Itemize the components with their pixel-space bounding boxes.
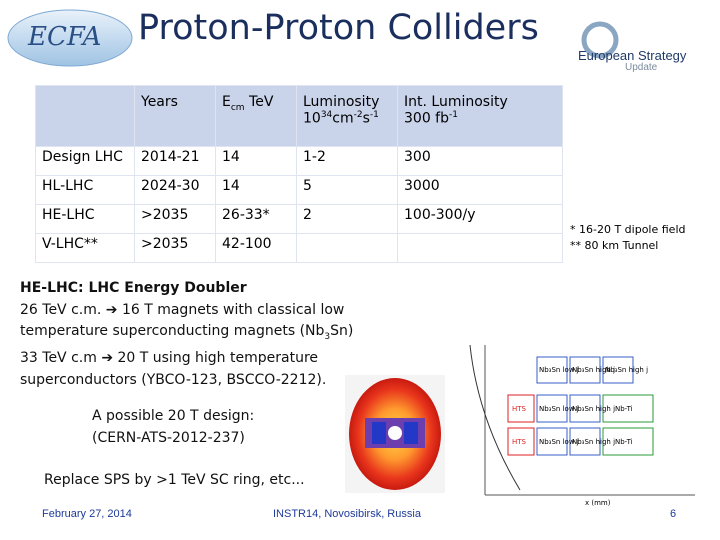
- design: A possible 20 T design: (CERN-ATS-2012-2…: [92, 406, 254, 449]
- text: temperature superconducting magnets (Nb: [20, 323, 325, 339]
- header-sup: -1: [449, 110, 458, 120]
- note: * 16-20 T dipole field: [570, 223, 686, 236]
- cell: HE-LHC: [35, 204, 135, 234]
- cell: 3000: [397, 175, 563, 205]
- header-text: Luminosity: [303, 94, 380, 110]
- cell: 14: [215, 146, 297, 176]
- cell: 26-33*: [215, 204, 297, 234]
- cell: V-LHC**: [35, 233, 135, 263]
- plot-image: Nb₃Sn low j Nb₃Sn high j Nb₃Sn high j HT…: [455, 338, 700, 508]
- notes: * 16-20 T dipole field ** 80 km Tunnel: [570, 222, 685, 254]
- header-cell: Luminosity 1034cm-2s-1: [296, 85, 398, 147]
- header-cell: Ecm TeV: [215, 85, 297, 147]
- replace: Replace SPS by >1 TeV SC ring, etc...: [44, 472, 305, 488]
- page-number: 6: [670, 508, 677, 520]
- cell: 100-300/y: [397, 204, 563, 234]
- body: HE-LHC: LHC Energy Doubler 26 TeV c.m. ➔…: [20, 278, 353, 391]
- es-logo: [581, 21, 619, 59]
- note: ** 80 km Tunnel: [570, 239, 659, 252]
- plot-label: Nb₃Sn high j: [572, 438, 615, 446]
- header-sup: 34: [320, 110, 333, 120]
- cell: 5: [296, 175, 398, 205]
- header-text: TeV: [244, 94, 274, 110]
- body-heading: HE-LHC: LHC Energy Doubler: [20, 280, 247, 296]
- right-logo: European Strategy: [578, 48, 687, 63]
- design-line: A possible 20 T design:: [92, 408, 255, 424]
- header-sub: cm: [230, 102, 245, 113]
- header-cell: Years: [134, 85, 216, 147]
- header-cell: [35, 85, 135, 147]
- cell: [296, 233, 398, 263]
- plot-label: Nb-Ti: [615, 438, 633, 446]
- cell: Design LHC: [35, 146, 135, 176]
- plot-label: Nb₃Sn high j: [572, 366, 615, 374]
- body-line: 26 TeV c.m. ➔ 16 T magnets with classica…: [20, 301, 345, 318]
- design-line: (CERN-ATS-2012-237): [92, 429, 245, 446]
- header-text: Int. Luminosity: [404, 94, 508, 110]
- cell: 2014-21: [134, 146, 216, 176]
- plot-label: HTS: [512, 405, 527, 413]
- header-sup: -2: [353, 110, 363, 120]
- plot-label: Nb₃Sn low j: [539, 405, 579, 413]
- header-text: 10: [303, 110, 321, 127]
- left-logo: ECFA: [28, 22, 102, 52]
- plot-label: Nb-Ti: [615, 405, 633, 413]
- plot-label: Nb₃Sn low j: [539, 366, 579, 374]
- cell: [397, 233, 563, 263]
- magnet-image: [345, 375, 445, 493]
- table: Years Ecm TeV Luminosity 1034cm-2s-1 Int.…: [35, 85, 563, 263]
- plot-label: Nb₃Sn low j: [539, 438, 579, 446]
- header-text: E: [222, 94, 231, 110]
- title: Proton-Proton Colliders: [138, 8, 539, 48]
- cell: 2024-30: [134, 175, 216, 205]
- text: Sn): [330, 323, 354, 339]
- ecfa-logo: [7, 9, 133, 67]
- footer-date: February 27, 2014: [42, 508, 132, 520]
- cell: 14: [215, 175, 297, 205]
- footer-venue: INSTR14, Novosibirsk, Russia: [273, 508, 421, 520]
- cell: HL-LHC: [35, 175, 135, 205]
- cell: 300: [397, 146, 563, 176]
- header-cell: Int. Luminosity 300 fb-1: [397, 85, 563, 147]
- header-text: 300 fb: [404, 110, 449, 127]
- header-text: Years: [141, 94, 178, 110]
- right-logo-sub: Update: [625, 62, 658, 73]
- plot-label: Nb₃Sn high j: [605, 366, 648, 374]
- sub: 3: [324, 331, 331, 342]
- body-line: temperature superconducting magnets (Nb3…: [20, 321, 353, 348]
- plot-label: Nb₃Sn high j: [572, 405, 615, 413]
- header-text: s: [362, 110, 370, 127]
- body-line: superconductors (YBCO-123, BSCCO-2212).: [20, 371, 327, 388]
- cell: >2035: [134, 204, 216, 234]
- cell: 1-2: [296, 146, 398, 176]
- body-line: 33 TeV c.m ➔ 20 T using high temperature: [20, 350, 318, 367]
- cell: 42-100: [215, 233, 297, 263]
- cell: 2: [296, 204, 398, 234]
- plot-label: HTS: [512, 438, 527, 446]
- header-text: cm: [332, 110, 354, 127]
- header-sup: -1: [369, 110, 379, 120]
- cell: >2035: [134, 233, 216, 263]
- plot-x-label: x (mm): [585, 499, 611, 507]
